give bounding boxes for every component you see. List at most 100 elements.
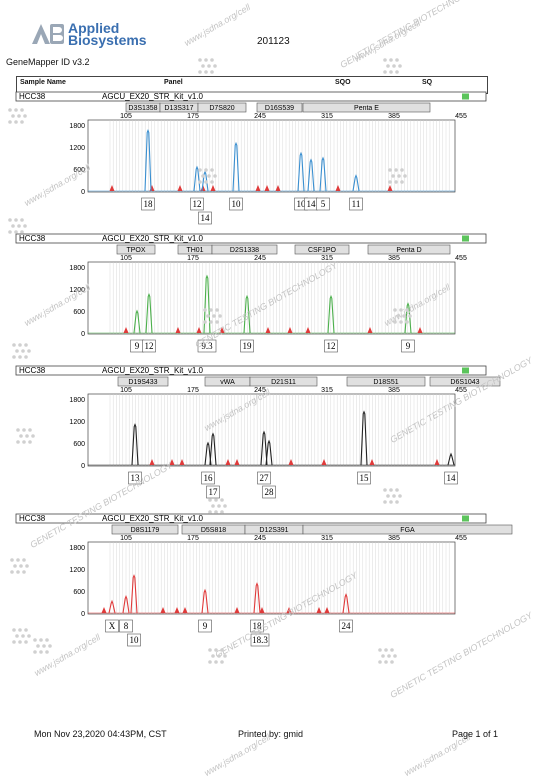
decorative-dot bbox=[28, 428, 32, 432]
allele-peak bbox=[243, 294, 251, 334]
size-standard-marker bbox=[321, 459, 327, 465]
allele-call-label: 18 bbox=[144, 199, 154, 209]
marker-label: D3S1358 bbox=[128, 105, 157, 112]
decorative-dot bbox=[204, 70, 208, 74]
decorative-dot bbox=[24, 628, 28, 632]
decorative-dot bbox=[402, 314, 406, 318]
decorative-dot bbox=[8, 108, 12, 112]
allele-call-box bbox=[262, 485, 276, 499]
decorative-dot bbox=[22, 440, 26, 444]
decorative-dot bbox=[33, 650, 37, 654]
decorative-dot bbox=[28, 440, 32, 444]
y-tick-label: 0 bbox=[81, 611, 85, 618]
col-panel: Panel bbox=[164, 79, 183, 86]
decorative-dot bbox=[214, 648, 218, 652]
allele-call-label: 9 bbox=[406, 341, 411, 351]
allele-call-label: 18.3 bbox=[252, 635, 268, 645]
decorative-dot bbox=[405, 308, 409, 312]
logo-text: Applied Biosystems bbox=[68, 20, 147, 48]
panel-1: HCC38 AGCU_EX20_STR_Kit_v1.0 D3S1358 D13S31… bbox=[15, 91, 487, 232]
decorative-dot bbox=[10, 570, 14, 574]
decorative-dot bbox=[12, 640, 16, 644]
marker-label: TPOX bbox=[126, 247, 145, 254]
decorative-dot bbox=[217, 654, 221, 658]
decorative-dot bbox=[17, 224, 21, 228]
logo-line1: Applied bbox=[68, 20, 120, 36]
sample-name: HCC38 bbox=[19, 234, 46, 243]
decorative-dot bbox=[33, 638, 37, 642]
sample-name: HCC38 bbox=[19, 366, 46, 375]
decorative-dot bbox=[215, 308, 219, 312]
y-tick-label: 1200 bbox=[69, 419, 85, 426]
decorative-dot bbox=[392, 494, 396, 498]
x-tick-label: 455 bbox=[455, 535, 467, 542]
panel-2: HCC38 AGCU_EX20_STR_Kit_v1.0 TPOX TH01 D2S13… bbox=[15, 233, 487, 374]
marker-label: D19S433 bbox=[128, 379, 157, 386]
decorative-dot bbox=[386, 494, 390, 498]
allele-call-box bbox=[190, 197, 204, 211]
decorative-dot bbox=[213, 174, 217, 178]
size-standard-marker bbox=[316, 607, 322, 613]
decorative-dot bbox=[383, 488, 387, 492]
decorative-dot bbox=[15, 634, 19, 638]
allele-peak bbox=[145, 293, 153, 334]
size-standard-marker bbox=[160, 607, 166, 613]
size-standard-marker bbox=[123, 327, 129, 333]
col-sample-name: Sample Name bbox=[20, 79, 66, 86]
size-standard-marker bbox=[175, 327, 181, 333]
decorative-dot bbox=[39, 638, 43, 642]
decorative-dot bbox=[16, 558, 20, 562]
decorative-dot bbox=[393, 308, 397, 312]
decorative-dot bbox=[393, 654, 397, 658]
allele-peak bbox=[297, 151, 305, 192]
logo-line2: Biosystems bbox=[68, 32, 147, 48]
sample-name: HCC38 bbox=[19, 514, 46, 523]
decorative-dot bbox=[392, 64, 396, 68]
x-tick-label: 105 bbox=[120, 535, 132, 542]
marker-box bbox=[302, 524, 513, 535]
decorative-dot bbox=[18, 355, 22, 359]
decorative-dot bbox=[381, 654, 385, 658]
marker-box bbox=[249, 376, 318, 387]
decorative-dot bbox=[390, 648, 394, 652]
allele-call-label: 15 bbox=[360, 473, 370, 483]
allele-call-box bbox=[198, 619, 212, 633]
allele-call-label: 24 bbox=[342, 621, 352, 631]
allele-call-label: 10 bbox=[232, 199, 242, 209]
allele-call-label: 10 bbox=[130, 635, 140, 645]
allele-call-box bbox=[250, 619, 264, 633]
decorative-dot bbox=[27, 349, 31, 353]
decorative-dot bbox=[198, 180, 202, 184]
decorative-dot bbox=[212, 314, 216, 318]
x-tick-label: 315 bbox=[321, 255, 333, 262]
size-standard-marker bbox=[367, 327, 373, 333]
size-standard-marker bbox=[275, 185, 281, 191]
allele-peak bbox=[352, 174, 360, 192]
decorative-dot bbox=[15, 349, 19, 353]
allele-call-box bbox=[142, 339, 156, 353]
decorative-dot bbox=[388, 180, 392, 184]
decorative-dot bbox=[36, 644, 40, 648]
allele-call-label: 12 bbox=[193, 199, 202, 209]
size-standard-marker bbox=[234, 459, 240, 465]
marker-box bbox=[197, 102, 247, 113]
decorative-dot bbox=[20, 108, 24, 112]
decorative-dot bbox=[8, 218, 12, 222]
decorative-dot bbox=[14, 218, 18, 222]
decorative-dot bbox=[220, 498, 224, 502]
decorative-dot bbox=[48, 644, 52, 648]
decorative-dot bbox=[23, 114, 27, 118]
decorative-dot bbox=[45, 638, 49, 642]
allele-peak bbox=[342, 593, 350, 614]
size-standard-marker bbox=[255, 185, 261, 191]
allele-call-box bbox=[119, 619, 133, 633]
decorative-dot bbox=[203, 320, 207, 324]
decorative-dot bbox=[383, 70, 387, 74]
marker-label: CSF1PO bbox=[308, 247, 337, 254]
decorative-dot bbox=[214, 660, 218, 664]
x-tick-label: 315 bbox=[321, 387, 333, 394]
decorative-dot bbox=[214, 498, 218, 502]
allele-peak bbox=[203, 274, 211, 334]
decorative-dot bbox=[21, 634, 25, 638]
decorative-dot bbox=[198, 70, 202, 74]
